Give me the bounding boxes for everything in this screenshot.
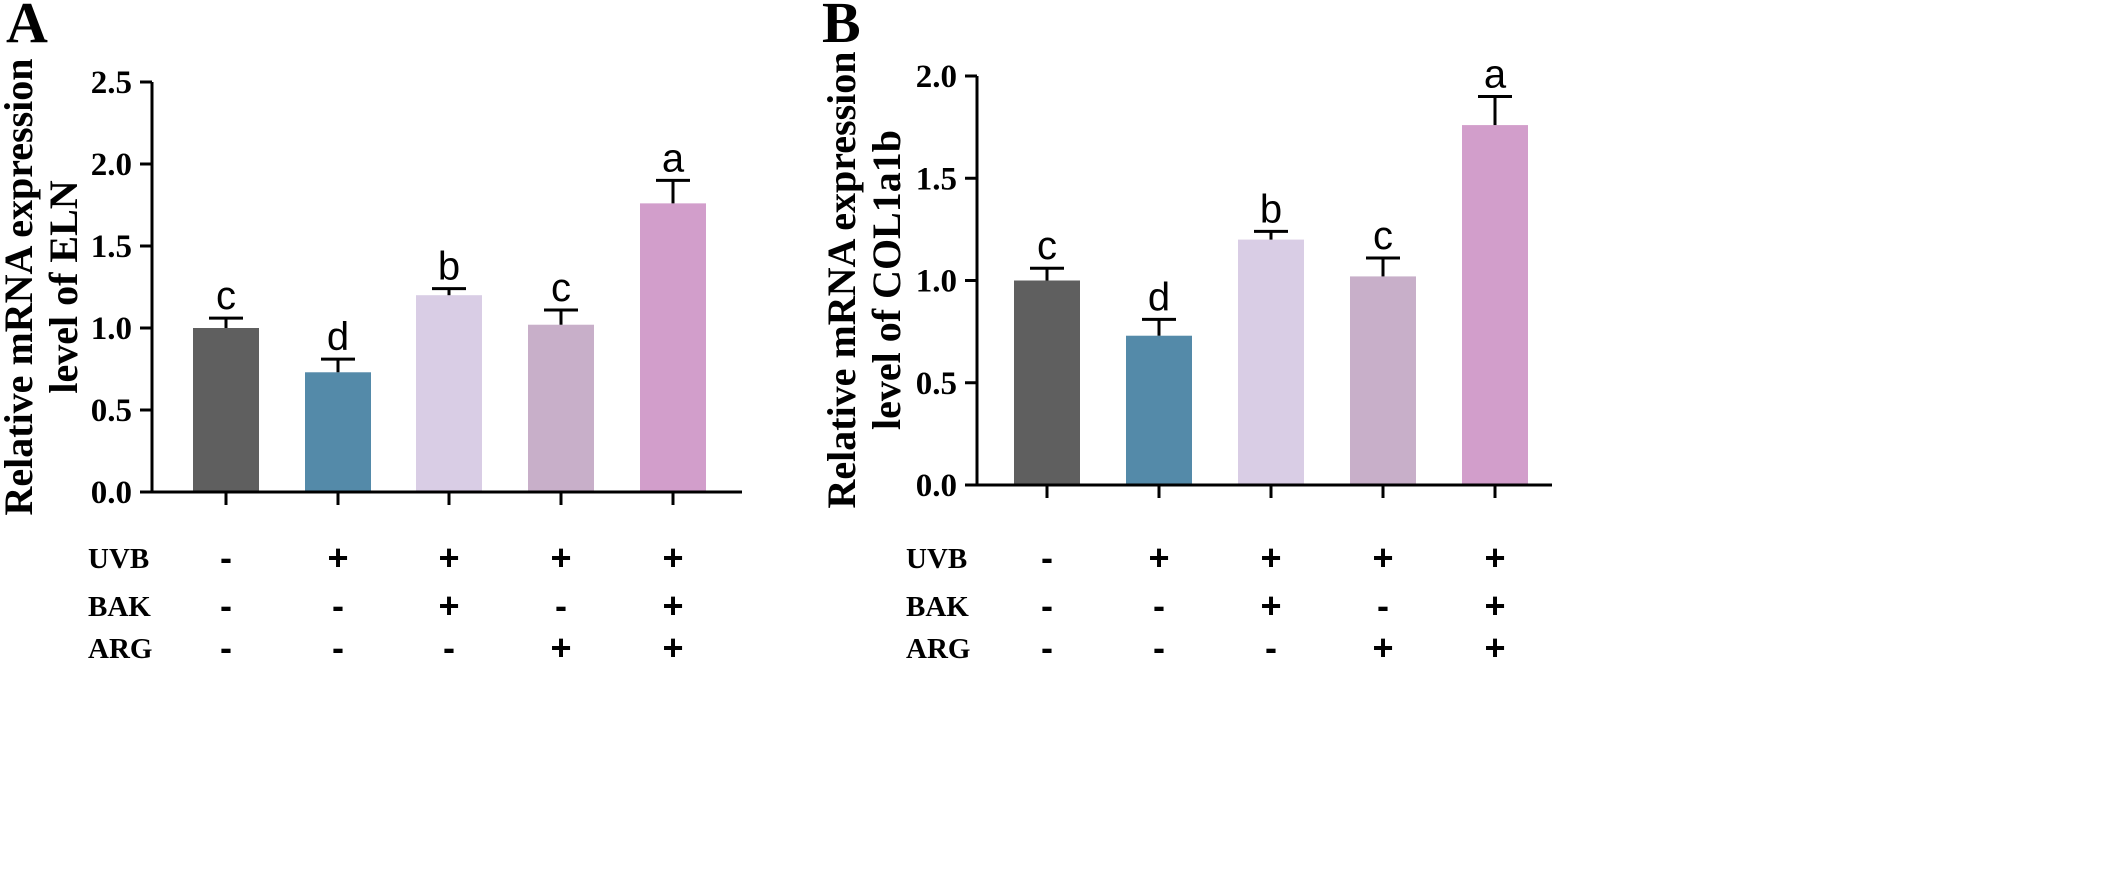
bar [1014,280,1080,485]
significance-letter: a [1484,52,1507,96]
treatment-sign: - [1041,537,1053,578]
treatment-label-bak: BAK [906,591,969,623]
significance-letter: b [438,245,460,289]
significance-letter: b [1260,187,1282,231]
y-axis-label-line-2: level of COL1a1b [864,130,909,430]
significance-letter: c [551,266,571,310]
significance-letter: c [1373,214,1393,258]
y-tick-label: 1.0 [916,264,957,300]
y-tick-label: 1.5 [916,161,957,197]
treatment-sign: - [1153,627,1165,668]
treatment-sign: + [662,537,683,578]
significance-letter: d [1148,275,1170,319]
treatment-label-uvb: UVB [88,543,149,575]
treatment-sign: - [332,585,344,626]
y-tick-label: 2.0 [91,147,132,183]
treatment-sign: - [1265,627,1277,668]
y-tick-label: 2.0 [916,59,957,95]
y-tick-label: 0.5 [916,366,957,402]
bar [416,295,482,492]
y-axis-label-line-1: Relative mRNA expression [0,59,41,516]
y-axis-label-line-1: Relative mRNA expression [819,52,864,509]
y-tick-label: 0.0 [916,468,957,504]
significance-letter: a [662,136,685,180]
treatment-sign: - [1153,585,1165,626]
treatment-sign: - [443,627,455,668]
treatment-label-bak: BAK [88,591,151,623]
y-tick-label: 2.5 [91,65,132,101]
significance-letter: c [1037,224,1057,268]
treatment-label-uvb: UVB [906,543,967,575]
treatment-sign: + [1484,585,1505,626]
treatment-sign: + [438,585,459,626]
treatment-sign: - [220,537,232,578]
treatment-sign: + [662,627,683,668]
bar [640,203,706,493]
treatment-sign: + [550,627,571,668]
bar [1350,276,1416,485]
treatment-sign: - [220,585,232,626]
treatment-sign: + [1484,627,1505,668]
treatment-sign: - [1041,585,1053,626]
treatment-label-arg: ARG [88,633,152,665]
treatment-sign: + [1372,627,1393,668]
treatment-sign: + [327,537,348,578]
panel-letter: B [822,0,861,55]
bar [1462,125,1528,485]
bar [1238,239,1304,485]
significance-letter: d [327,315,349,359]
treatment-sign: - [1041,627,1053,668]
treatment-sign: + [1260,537,1281,578]
y-tick-label: 1.0 [91,311,132,347]
treatment-sign: + [1148,537,1169,578]
treatment-sign: - [1377,585,1389,626]
treatment-sign: + [438,537,459,578]
treatment-sign: - [332,627,344,668]
treatment-sign: + [1372,537,1393,578]
y-tick-label: 1.5 [91,229,132,265]
significance-letter: c [216,274,236,318]
bar [305,372,371,492]
bar [193,328,259,492]
treatment-sign: + [550,537,571,578]
treatment-sign: + [1484,537,1505,578]
treatment-sign: - [555,585,567,626]
y-tick-label: 0.5 [91,393,132,429]
treatment-label-arg: ARG [906,633,970,665]
treatment-sign: - [220,627,232,668]
bar [1126,335,1192,485]
treatment-sign: + [662,585,683,626]
panel-letter: A [6,0,48,55]
treatment-sign: + [1260,585,1281,626]
bar [528,324,594,492]
y-tick-label: 0.0 [91,475,132,511]
y-axis-label-line-2: level of ELN [41,180,86,393]
